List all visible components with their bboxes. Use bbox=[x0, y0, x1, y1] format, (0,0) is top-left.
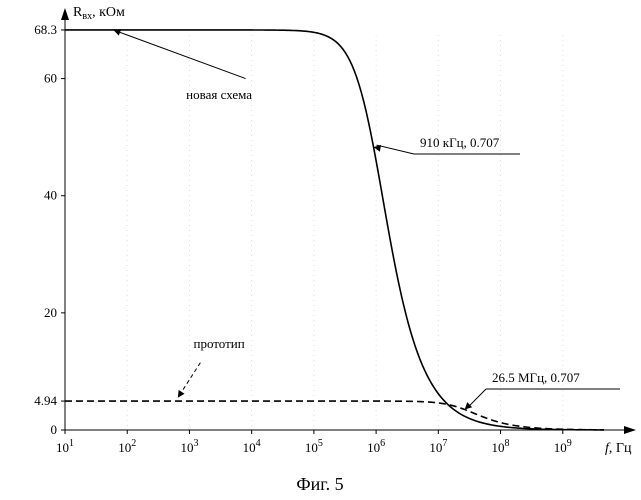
x-tick-label: 107 bbox=[429, 438, 447, 455]
figure-caption: Фиг. 5 bbox=[296, 474, 343, 494]
y-axis-title: Rвх, кОм bbox=[73, 5, 125, 22]
series bbox=[65, 29, 605, 431]
x-tick-label: 104 bbox=[243, 438, 261, 455]
x-tick-label: 101 bbox=[56, 438, 74, 455]
series-line-prototype bbox=[65, 400, 605, 431]
ticks: 101 102 103 104 105 106 107 108 109 0 4.94 20 40 60 68… bbox=[34, 22, 572, 455]
y-tick-label: 68.3 bbox=[34, 22, 57, 37]
cutoff-annotation-label: 26.5 МГц, 0.707 bbox=[492, 370, 580, 385]
y-tick-label: 4.94 bbox=[34, 393, 57, 408]
x-tick-label: 103 bbox=[180, 438, 198, 455]
grid bbox=[126, 35, 564, 430]
x-axis-arrow bbox=[624, 426, 636, 434]
cutoff-annotation-arrowhead bbox=[373, 144, 382, 152]
y-tick-label: 0 bbox=[51, 422, 58, 437]
cutoff-annotation-label: 910 кГц, 0.707 bbox=[420, 135, 500, 150]
label-new-scheme-leader bbox=[113, 29, 246, 80]
label-new-scheme: новая схема bbox=[186, 87, 252, 102]
annotations: новая схема прототип 910 кГц, 0.707 26.5 МГ… bbox=[113, 29, 620, 410]
x-tick-label: 105 bbox=[305, 438, 323, 455]
x-tick-label: 106 bbox=[367, 438, 385, 455]
y-tick-label: 20 bbox=[44, 305, 57, 320]
x-tick-label: 109 bbox=[554, 438, 572, 455]
series-line-new-scheme bbox=[65, 29, 605, 431]
y-tick-label: 60 bbox=[44, 71, 57, 86]
y-tick-label: 40 bbox=[44, 188, 57, 203]
label-prototype-arrowhead bbox=[177, 390, 185, 398]
y-axis-arrow bbox=[61, 8, 69, 20]
label-prototype: прототип bbox=[194, 336, 245, 351]
x-tick-label: 108 bbox=[492, 438, 510, 455]
label-new-scheme-arrowhead bbox=[113, 29, 122, 36]
axes bbox=[61, 8, 636, 434]
cutoff-annotation-arrowhead bbox=[464, 402, 473, 410]
x-axis-title: f, Гц bbox=[605, 441, 632, 456]
x-tick-label: 102 bbox=[118, 438, 136, 455]
cutoff-annotation-leader bbox=[376, 144, 415, 155]
cutoff-annotation-leader bbox=[467, 388, 487, 408]
